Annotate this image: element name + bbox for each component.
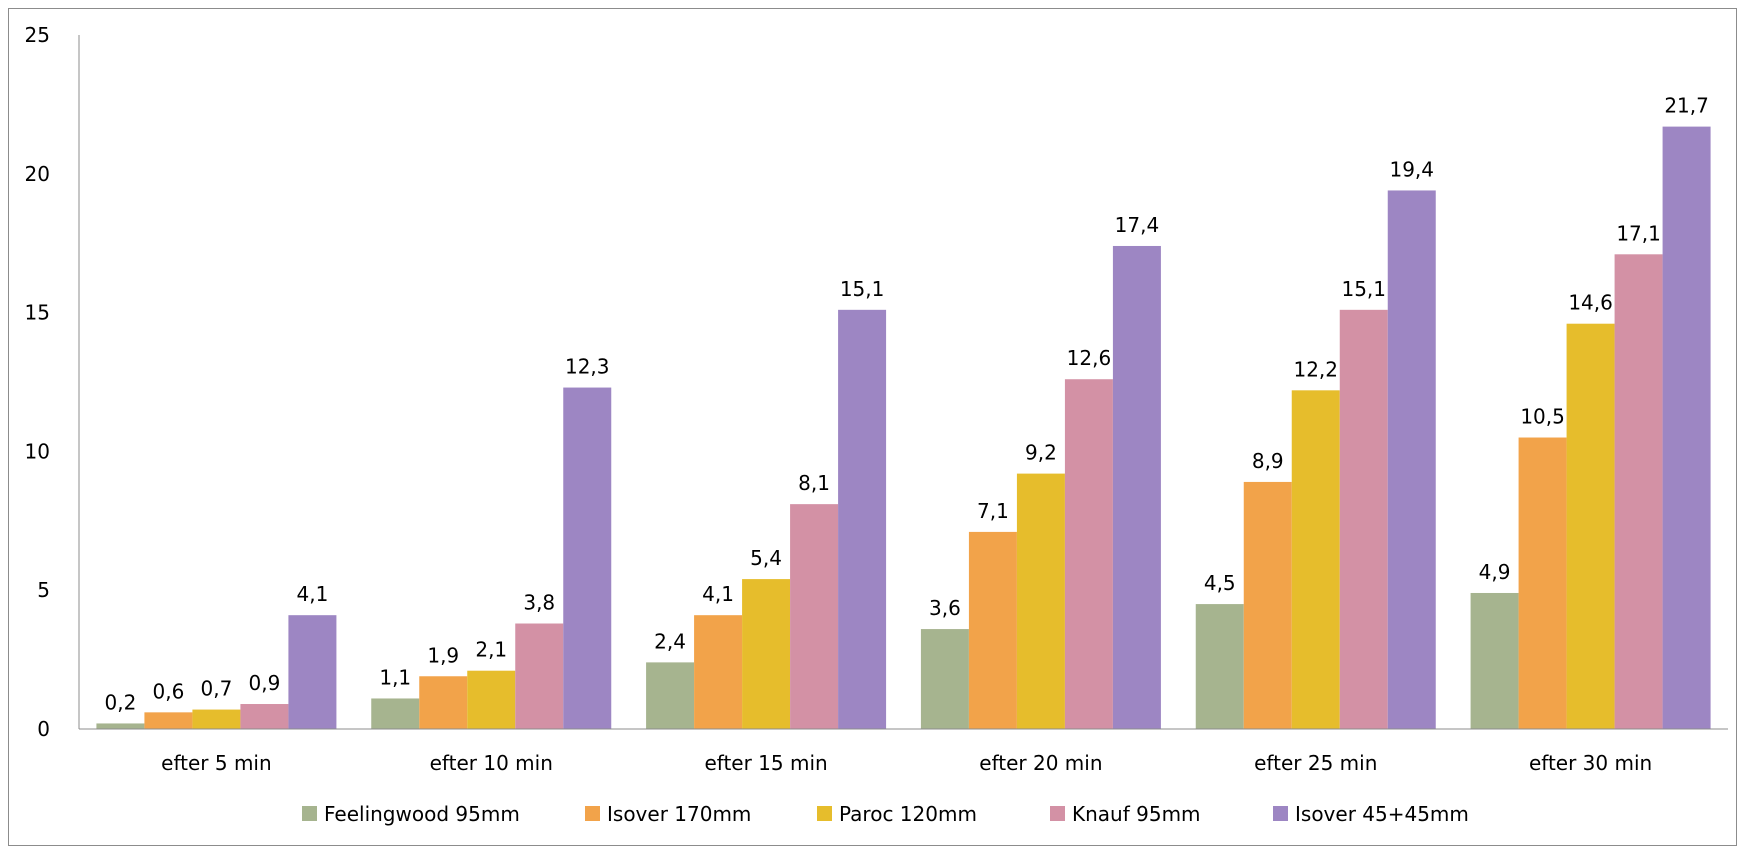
data-label: 1,1 bbox=[379, 665, 411, 689]
bar bbox=[1518, 437, 1567, 729]
bar bbox=[240, 704, 289, 729]
x-category-label: efter 5 min bbox=[161, 751, 272, 775]
bar bbox=[1470, 592, 1519, 729]
bar bbox=[419, 676, 468, 729]
y-tick-label: 25 bbox=[25, 23, 50, 47]
bar bbox=[563, 387, 612, 729]
legend-swatch bbox=[1050, 806, 1065, 821]
x-category-label: efter 20 min bbox=[979, 751, 1102, 775]
bar bbox=[192, 709, 241, 729]
bar bbox=[694, 615, 743, 729]
data-label: 7,1 bbox=[977, 499, 1009, 523]
bar bbox=[371, 698, 420, 729]
y-tick-label: 10 bbox=[25, 439, 50, 463]
legend-swatch bbox=[302, 806, 317, 821]
bar bbox=[467, 670, 516, 729]
legend-label: Feelingwood 95mm bbox=[324, 802, 520, 826]
y-tick-label: 20 bbox=[25, 162, 50, 186]
legend-label: Paroc 120mm bbox=[839, 802, 977, 826]
data-label: 8,1 bbox=[798, 471, 830, 495]
bar bbox=[1566, 323, 1615, 729]
legend-swatch bbox=[1273, 806, 1288, 821]
x-category-label: efter 15 min bbox=[704, 751, 827, 775]
data-label: 0,9 bbox=[249, 671, 281, 695]
data-label: 19,4 bbox=[1389, 157, 1434, 181]
data-label: 2,4 bbox=[654, 629, 686, 653]
bar bbox=[1016, 473, 1065, 729]
data-label: 4,9 bbox=[1479, 560, 1511, 584]
data-label: 15,1 bbox=[1341, 277, 1386, 301]
bar bbox=[920, 629, 969, 729]
data-label: 3,8 bbox=[523, 591, 555, 615]
bar bbox=[144, 712, 193, 729]
bar bbox=[1387, 190, 1436, 729]
x-category-label: efter 25 min bbox=[1254, 751, 1377, 775]
data-label: 0,7 bbox=[201, 677, 233, 701]
data-label: 14,6 bbox=[1568, 291, 1613, 315]
data-label: 17,1 bbox=[1616, 221, 1661, 245]
legend-label: Isover 170mm bbox=[607, 802, 751, 826]
y-tick-label: 15 bbox=[25, 301, 50, 325]
data-label: 1,9 bbox=[427, 643, 459, 667]
bar bbox=[96, 723, 145, 729]
data-label: 5,4 bbox=[750, 546, 782, 570]
data-label: 8,9 bbox=[1252, 449, 1284, 473]
data-label: 0,2 bbox=[105, 690, 137, 714]
bar bbox=[968, 531, 1017, 729]
x-category-label: efter 30 min bbox=[1529, 751, 1652, 775]
bar bbox=[1112, 245, 1161, 729]
bar bbox=[646, 662, 695, 729]
data-label: 10,5 bbox=[1520, 405, 1565, 429]
legend-label: Knauf 95mm bbox=[1072, 802, 1201, 826]
bar bbox=[1064, 379, 1113, 729]
data-label: 17,4 bbox=[1115, 213, 1160, 237]
data-label: 21,7 bbox=[1664, 94, 1709, 118]
data-label: 4,5 bbox=[1204, 571, 1236, 595]
data-label: 4,1 bbox=[297, 582, 329, 606]
bar bbox=[1195, 604, 1244, 729]
bar bbox=[1662, 126, 1711, 729]
bar bbox=[1614, 254, 1663, 729]
y-tick-label: 0 bbox=[37, 717, 50, 741]
data-label: 15,1 bbox=[840, 277, 885, 301]
y-tick-label: 5 bbox=[37, 578, 50, 602]
x-category-label: efter 10 min bbox=[430, 751, 553, 775]
bar bbox=[1291, 390, 1340, 729]
bar bbox=[288, 615, 337, 729]
bar bbox=[742, 579, 791, 729]
bar bbox=[790, 504, 839, 729]
bar bbox=[1339, 309, 1388, 729]
data-label: 9,2 bbox=[1025, 441, 1057, 465]
data-label: 2,1 bbox=[475, 638, 507, 662]
bar bbox=[1243, 481, 1292, 729]
data-label: 12,2 bbox=[1293, 357, 1338, 381]
data-label: 12,3 bbox=[565, 355, 610, 379]
bar bbox=[838, 309, 887, 729]
data-label: 4,1 bbox=[702, 582, 734, 606]
data-label: 12,6 bbox=[1067, 346, 1112, 370]
data-label: 0,6 bbox=[153, 679, 185, 703]
bar bbox=[515, 623, 564, 729]
legend-swatch bbox=[817, 806, 832, 821]
legend-label: Isover 45+45mm bbox=[1295, 802, 1469, 826]
legend-swatch bbox=[585, 806, 600, 821]
data-label: 3,6 bbox=[929, 596, 961, 620]
